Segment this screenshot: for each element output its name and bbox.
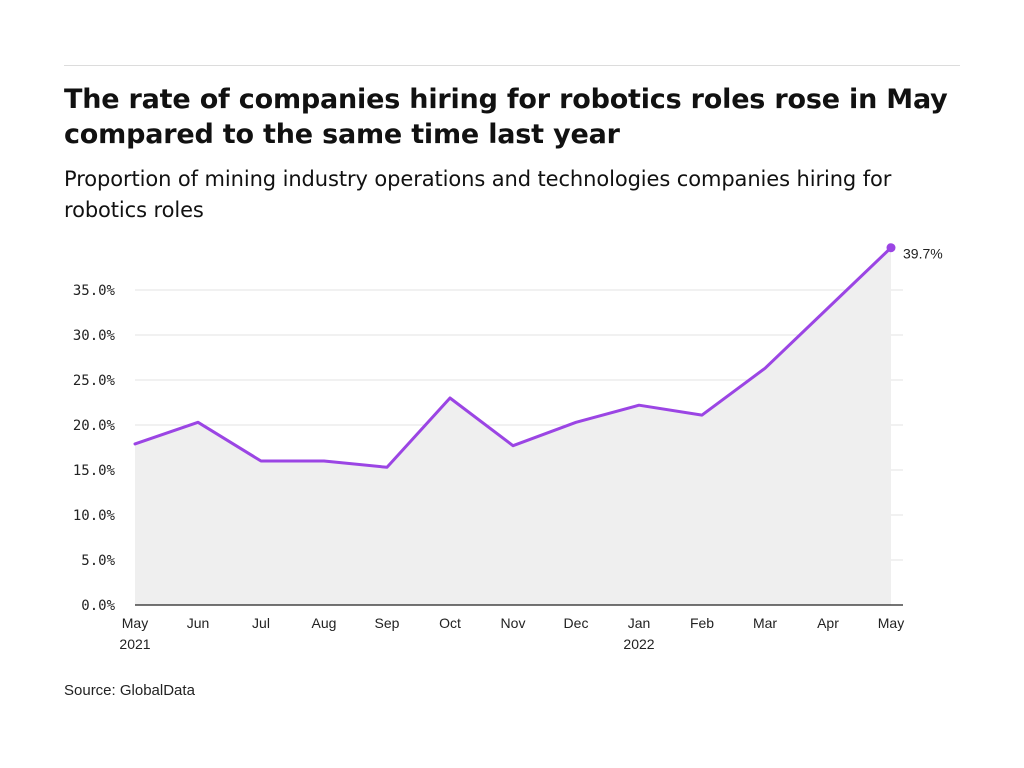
x-tick-label: Apr — [817, 615, 839, 631]
area-layer — [135, 247, 891, 605]
x-tick-label: Dec — [564, 615, 589, 631]
chart-title: The rate of companies hiring for robotic… — [64, 84, 948, 150]
source-note: Source: GlobalData — [64, 682, 195, 699]
x-tick-label: Jan — [628, 615, 651, 631]
x-tick-label: Oct — [439, 615, 461, 631]
y-tick-label: 35.0% — [73, 283, 116, 299]
y-tick-label: 25.0% — [73, 373, 116, 389]
x-tick-label: Jun — [187, 615, 210, 631]
x-tick-year-label: 2021 — [119, 636, 150, 652]
y-tick-label: 10.0% — [73, 508, 116, 524]
y-tick-label: 15.0% — [73, 463, 116, 479]
x-tick-label: Nov — [501, 615, 526, 631]
x-tick-year-label: 2022 — [623, 636, 654, 652]
line-layer — [133, 243, 896, 469]
x-tick-label: Jul — [252, 615, 270, 631]
x-tick-label: Feb — [690, 615, 714, 631]
end-point-marker — [886, 243, 896, 253]
area-fill — [135, 247, 891, 605]
y-tick-label: 20.0% — [73, 418, 116, 434]
x-tick-label: Sep — [375, 615, 400, 631]
x-tick-label: Mar — [753, 615, 777, 631]
y-tick-label: 5.0% — [81, 553, 115, 569]
x-tick-label: Aug — [312, 615, 337, 631]
y-tick-label: 30.0% — [73, 328, 116, 344]
chart-subtitle: Proportion of mining industry operations… — [64, 167, 892, 222]
x-tick-label: May — [878, 615, 904, 631]
x-tick-label: May — [122, 615, 148, 631]
series-line — [133, 246, 893, 469]
top-divider — [64, 65, 960, 66]
end-value-label: 39.7% — [903, 246, 943, 262]
label-layer: 0.0% 5.0% 10.0% 15.0% 20.0% 25.0% 30.0% 35.0% 39… — [73, 246, 943, 652]
y-tick-label: 0.0% — [81, 598, 115, 614]
